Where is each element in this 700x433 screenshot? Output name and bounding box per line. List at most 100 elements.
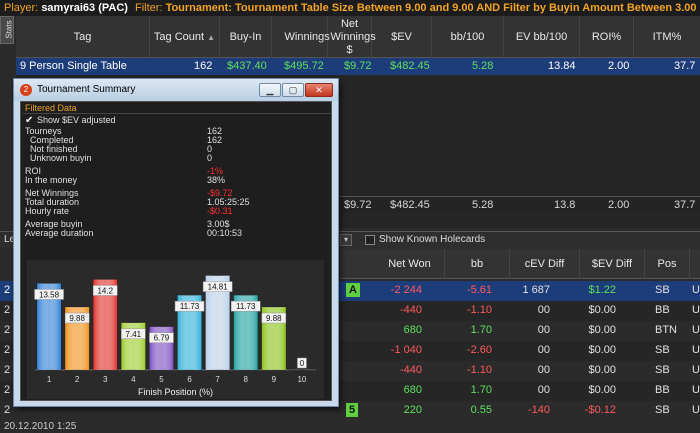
x-tick-label-2: 2 (75, 375, 80, 384)
stat-label: Net Winnings (25, 188, 79, 198)
show-holecards-checkbox[interactable] (365, 235, 375, 245)
data-label-4: 7.41 (126, 330, 142, 339)
filter-label: Filter: (135, 2, 163, 14)
col-roi[interactable]: ROI% (580, 16, 634, 58)
col-net-won[interactable]: Net Won (375, 249, 445, 279)
row-id: 2 (4, 404, 11, 416)
col-bb[interactable]: bb (445, 249, 510, 279)
table-row-partial[interactable]: 20.12.2010 1:25 (0, 421, 700, 433)
row-cev-diff: 00 (537, 324, 550, 336)
row-roi: 2.00 (608, 60, 630, 72)
stat-label: Average duration (25, 228, 94, 238)
stat-value: -1% (207, 166, 224, 176)
col-buy-in[interactable]: Buy-In (220, 16, 272, 58)
minimize-button[interactable]: ▁ (259, 83, 281, 97)
data-label-box-6 (174, 300, 205, 312)
row-net-won: -1 040 (390, 344, 422, 356)
col-pos[interactable]: Pos (645, 249, 690, 279)
row-ev-diff: $0.00 (588, 384, 616, 396)
row-pos: SB (655, 364, 670, 376)
row-id: 2 (4, 284, 11, 296)
row-net-won: 680 (403, 324, 422, 336)
row-net-won: 220 (403, 404, 422, 416)
row-pos: BB (655, 304, 670, 316)
section-divider (23, 113, 331, 114)
row-badge: A (346, 283, 360, 297)
data-label-2: 9.88 (69, 314, 85, 323)
col-itm[interactable]: ITM% (652, 30, 682, 43)
row-pos: SB (655, 344, 670, 356)
row-id: 2 (4, 324, 11, 336)
col-winnings[interactable]: Winnings (272, 16, 330, 58)
sort-asc-icon: ▲ (207, 32, 216, 42)
x-tick-label-4: 4 (131, 375, 136, 384)
row-cev-diff: 00 (537, 384, 550, 396)
row-cev-diff: 1 687 (522, 284, 550, 296)
row-ev-diff: $0.00 (588, 344, 616, 356)
data-label-6: 11.73 (180, 302, 200, 311)
dropdown-arrow-icon[interactable]: ▾ (340, 234, 352, 246)
stats-tab[interactable]: Stats (0, 16, 14, 44)
col-tag[interactable]: Tag (16, 16, 150, 58)
row-tag: 9 Person Single Table (20, 60, 127, 72)
stat-value: 38% (207, 175, 226, 185)
stat-value: 162 (207, 126, 223, 136)
row-pos: SB (655, 404, 670, 416)
data-label-9: 9.88 (266, 314, 282, 323)
col-ev-diff[interactable]: $EV Diff (580, 249, 645, 279)
summary-roi: 2.00 (608, 199, 630, 211)
data-label-3: 14.2 (97, 286, 113, 295)
summary-ev: $482.45 (390, 199, 430, 211)
col-bb100[interactable]: bb/100 (432, 16, 504, 58)
row-extra: U (692, 364, 700, 376)
stat-value: 0 (207, 153, 213, 163)
data-label-5: 6.79 (154, 334, 170, 343)
row-extra: U (692, 284, 700, 296)
row-extra: U (692, 304, 700, 316)
filtered-data-label: Filtered Data (25, 103, 77, 113)
tag-stats-header: Tag Tag Count ▲ Buy-In Winnings Net Winn… (16, 16, 700, 58)
row-buy-in: $437.40 (227, 60, 267, 72)
stat-value: -$0.31 (207, 206, 233, 216)
data-label-box-1 (34, 289, 64, 300)
row-cev-diff: 00 (537, 364, 550, 376)
row-winnings: $495.72 (284, 60, 324, 72)
hands-table-header: Net Won bb cEV Diff $EV Diff Pos (340, 249, 700, 279)
app-logo-icon: 2 (20, 84, 32, 96)
col-cev-diff[interactable]: cEV Diff (510, 249, 580, 279)
row-ev-diff: $0.00 (588, 324, 616, 336)
stat-value: 0 (207, 144, 213, 154)
row-bb: -1.10 (466, 304, 492, 316)
x-tick-label-9: 9 (272, 375, 277, 384)
data-label-1: 13.58 (39, 290, 60, 299)
window-titlebar[interactable]: 2 Tournament Summary ▁ ▢ ✕ (14, 79, 338, 101)
table-row-selected[interactable]: 9 Person Single Table 162 $437.40 $495.7… (16, 58, 700, 75)
col-net-winnings[interactable]: Net Winnings $ (328, 16, 376, 58)
stat-label: Completed (25, 135, 74, 145)
show-ev-checkbox-icon[interactable]: ✔ (25, 115, 34, 126)
stat-label: Total duration (25, 197, 80, 207)
stat-value: -$9.72 (207, 188, 233, 198)
summary-bb100: 5.28 (472, 199, 494, 211)
row-pos: BTN (655, 324, 677, 336)
row-ev-diff: $0.00 (588, 304, 616, 316)
tournament-summary-window[interactable]: 2 Tournament Summary ▁ ▢ ✕ Filtered Data… (13, 78, 339, 407)
row-extra: U (692, 404, 700, 416)
stats-tab-label: Stats (4, 20, 14, 39)
row-net-won: -440 (399, 304, 422, 316)
close-button[interactable]: ✕ (305, 83, 333, 97)
x-tick-label-10: 10 (297, 375, 306, 384)
stat-label: Unknown buyin (25, 153, 92, 163)
row-cev-diff: 00 (537, 304, 550, 316)
col-ev-bb100[interactable]: EV bb/100 (504, 16, 580, 58)
maximize-button[interactable]: ▢ (282, 83, 304, 97)
row-extra: U (692, 344, 700, 356)
summary-ev-bb100: 13.8 (554, 199, 576, 211)
row-itm: 37.7 (674, 60, 696, 72)
stat-label: Average buyin (25, 219, 83, 229)
col-tag-count[interactable]: Tag Count ▲ (150, 16, 220, 58)
data-label-8: 11.73 (236, 302, 256, 311)
x-tick-label-1: 1 (47, 375, 52, 384)
col-ev[interactable]: $EV (372, 16, 432, 58)
row-bb100: 5.28 (472, 60, 494, 72)
